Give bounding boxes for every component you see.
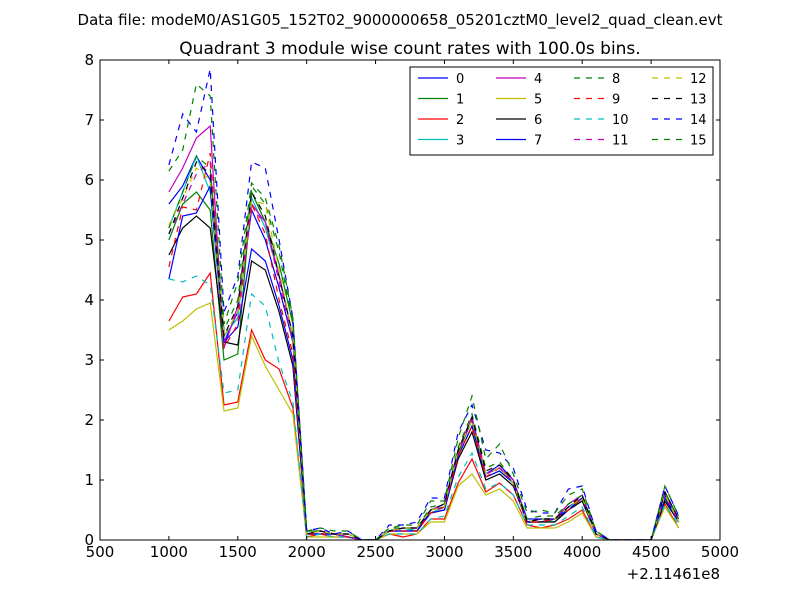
x-tick-label: 3000 bbox=[425, 543, 463, 561]
series-line-11 bbox=[168, 160, 680, 540]
y-tick-label: 7 bbox=[84, 111, 94, 129]
y-tick-label: 5 bbox=[84, 231, 94, 249]
series-layer bbox=[168, 68, 680, 540]
legend-label-1: 1 bbox=[456, 93, 464, 108]
legend-label-4: 4 bbox=[534, 72, 542, 87]
y-tick-label: 0 bbox=[84, 531, 94, 549]
legend-label-3: 3 bbox=[456, 134, 464, 149]
legend-label-12: 12 bbox=[690, 72, 707, 87]
legend-label-9: 9 bbox=[612, 93, 620, 108]
x-tick-label: 2500 bbox=[356, 543, 394, 561]
series-line-15 bbox=[168, 82, 680, 540]
x-tick-label: 2000 bbox=[288, 543, 326, 561]
y-tick-label: 6 bbox=[84, 171, 94, 189]
legend-label-7: 7 bbox=[534, 134, 542, 149]
legend-label-0: 0 bbox=[456, 72, 464, 87]
series-line-10 bbox=[168, 275, 680, 540]
legend-label-2: 2 bbox=[456, 113, 464, 128]
y-tick-label: 3 bbox=[84, 351, 94, 369]
x-tick-label: 1000 bbox=[150, 543, 188, 561]
figure-suptitle: Data file: modeM0/AS1G05_152T02_90000006… bbox=[78, 11, 723, 30]
legend-label-5: 5 bbox=[534, 93, 542, 108]
legend-label-14: 14 bbox=[690, 113, 707, 128]
legend-label-10: 10 bbox=[612, 113, 629, 128]
x-tick-label: 3500 bbox=[494, 543, 532, 561]
chart-title: Quadrant 3 module wise count rates with … bbox=[179, 39, 640, 59]
x-offset-label: +2.11461e8 bbox=[627, 565, 720, 583]
legend-label-13: 13 bbox=[690, 93, 707, 108]
y-tick-label: 4 bbox=[84, 291, 94, 309]
x-axis: 500 1000 1500 2000 2500 3000 3500 4000 4500 5000 bbox=[86, 60, 739, 561]
y-tick-label: 1 bbox=[84, 471, 94, 489]
x-tick-label: 500 bbox=[86, 543, 115, 561]
x-tick-label: 1500 bbox=[219, 543, 257, 561]
y-tick-label: 2 bbox=[84, 411, 94, 429]
x-tick-label: 4000 bbox=[563, 543, 601, 561]
legend-label-8: 8 bbox=[612, 72, 620, 87]
legend-label-6: 6 bbox=[534, 113, 542, 128]
legend-box bbox=[409, 66, 714, 156]
legend-label-11: 11 bbox=[612, 134, 629, 149]
x-tick-label: 4500 bbox=[632, 543, 670, 561]
x-tick-label: 5000 bbox=[701, 543, 739, 561]
legend-label-15: 15 bbox=[690, 134, 707, 149]
y-tick-label: 8 bbox=[84, 51, 94, 69]
series-line-13 bbox=[168, 160, 680, 540]
